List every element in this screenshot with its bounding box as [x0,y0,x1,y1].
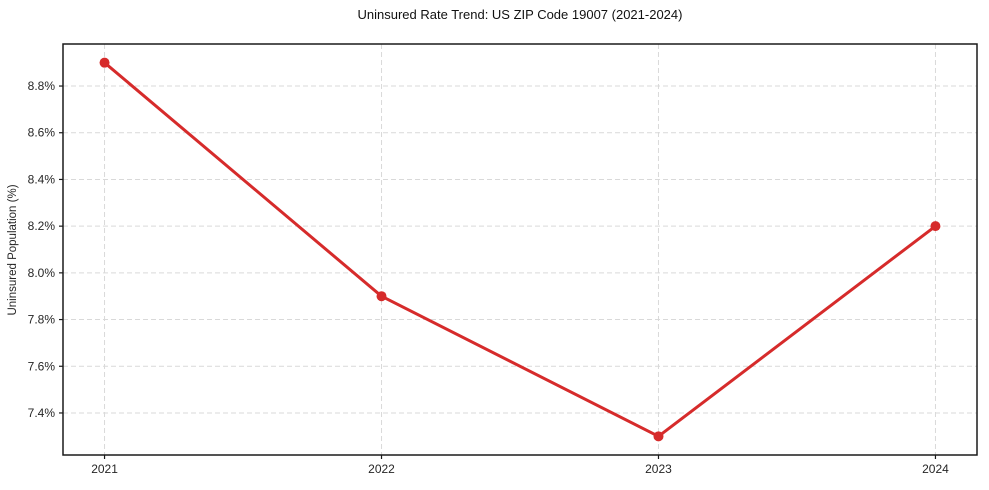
data-point [376,291,387,302]
y-tick-label: 8.4% [28,172,56,186]
data-point [99,57,110,68]
x-tick-label: 2021 [91,462,118,476]
trend-line [103,61,937,438]
data-point [930,221,941,232]
plot-border [62,43,978,456]
y-tick-label: 8.6% [28,126,56,140]
y-tick-label: 8.2% [28,219,56,233]
y-tick-label: 8.8% [28,79,56,93]
x-tick-label: 2023 [645,462,672,476]
y-tick-label: 7.6% [28,359,56,373]
y-tick-label: 7.8% [28,313,56,327]
chart-title: Uninsured Rate Trend: US ZIP Code 19007 … [357,7,683,22]
y-tick-label: 8.0% [28,266,56,280]
y-tick-label: 7.4% [28,406,56,420]
x-tick-label: 2022 [368,462,395,476]
x-tick-label: 2024 [922,462,949,476]
data-point [653,431,664,442]
